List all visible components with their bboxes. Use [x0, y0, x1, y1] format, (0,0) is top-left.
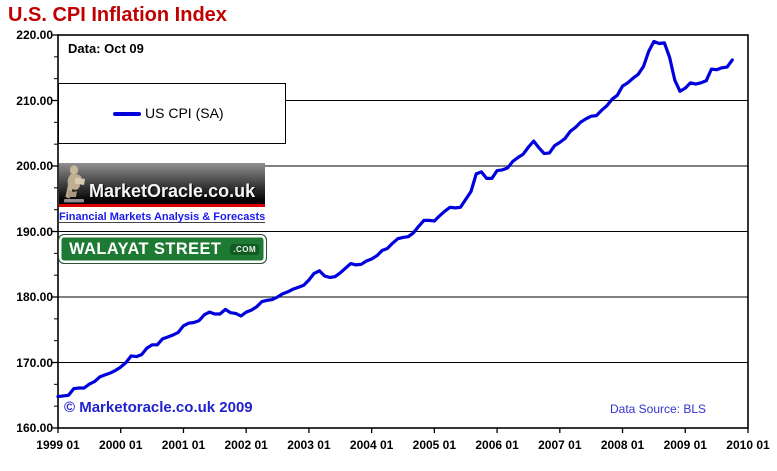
plot-border — [57, 34, 749, 429]
x-axis-label: 2006 01 — [475, 438, 519, 452]
legend-line-sample-icon — [113, 112, 141, 116]
copyright-text: © Marketoracle.co.uk 2009 — [64, 399, 253, 416]
x-axis-label: 2001 01 — [161, 438, 206, 452]
legend-label: US CPI (SA) — [145, 105, 224, 121]
x-axis-label: 2005 01 — [412, 438, 457, 452]
marketoracle-name: MarketOracle.co.uk — [89, 181, 256, 201]
statue-icon — [64, 165, 85, 203]
y-axis-label: 200.00 — [16, 159, 53, 173]
chart-title: U.S. CPI Inflation Index — [8, 4, 227, 26]
x-axis-label: 2008 01 — [600, 438, 645, 452]
walayat-street-name: WALAYAT STREET — [68, 239, 222, 258]
x-axis-label: 2004 01 — [349, 438, 394, 452]
y-axis-label: 190.00 — [16, 224, 53, 239]
legend: US CPI (SA) — [58, 83, 286, 144]
data-source-label: Data Source: BLS — [610, 402, 707, 416]
y-axis-label: 210.00 — [16, 93, 53, 108]
walayat-street-logo: WALAYAT STREET .COM — [58, 234, 267, 264]
x-axis-label: 1999 01 — [36, 438, 80, 452]
x-axis-label: 2003 01 — [287, 438, 331, 452]
marketoracle-banner: MarketOracle.co.uk — [59, 163, 265, 204]
x-axis-label: 2002 01 — [224, 438, 268, 452]
y-axis-label: 160.00 — [16, 421, 53, 435]
y-axis-label: 170.00 — [16, 355, 53, 370]
data-note: Data: Oct 09 — [68, 41, 144, 56]
x-axis-label: 2009 01 — [663, 438, 707, 452]
marketoracle-logo: MarketOracle.co.uk Financial Markets Ana… — [59, 163, 265, 223]
walayat-com-badge: .COM — [230, 243, 260, 255]
marketoracle-tagline: Financial Markets Analysis & Forecasts — [59, 211, 266, 223]
cpi-line-series — [56, 39, 734, 399]
y-axis-label: 220.00 — [16, 28, 53, 42]
marketoracle-red-stripe — [59, 204, 265, 207]
x-axis-label: 2007 01 — [538, 438, 582, 452]
marketoracle-tagline-band: Financial Markets Analysis & Forecasts — [59, 207, 266, 223]
x-axis-label: 2000 01 — [99, 438, 143, 452]
x-axis-label: 2010 01 — [726, 438, 770, 452]
y-axis-label: 180.00 — [16, 290, 53, 304]
